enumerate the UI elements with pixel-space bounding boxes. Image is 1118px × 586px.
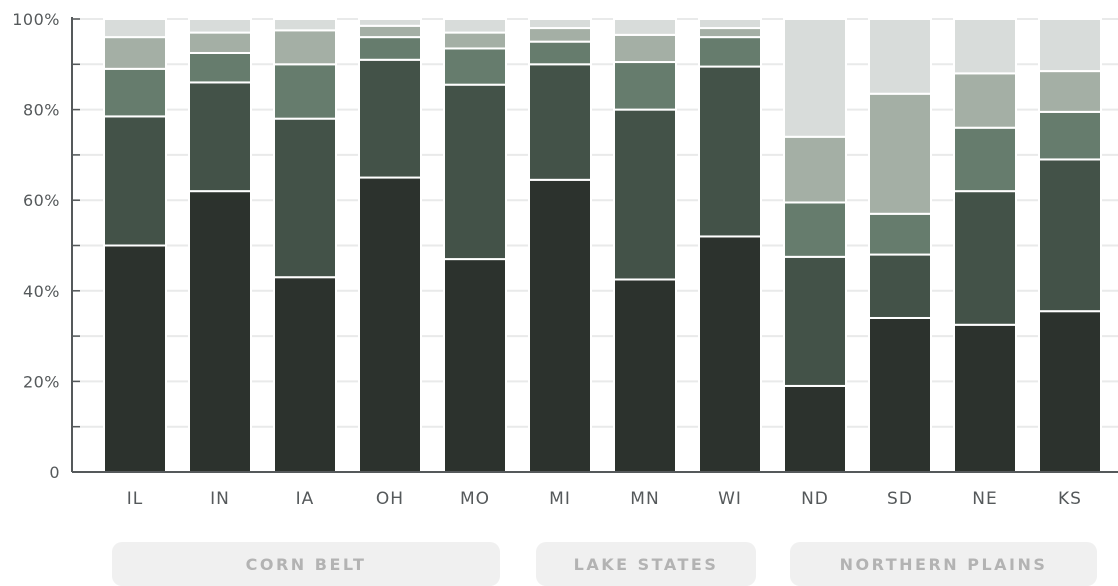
bar-segment [273, 18, 337, 32]
bar-segment [868, 316, 932, 474]
bar-segment [443, 47, 507, 86]
bar-stacks [103, 18, 1102, 474]
bar-segment [1038, 310, 1102, 473]
bar-segment [273, 63, 337, 120]
bar-segment [1038, 158, 1102, 313]
bar-segment [443, 31, 507, 50]
bar-segment [358, 24, 422, 39]
bar-segment [528, 63, 592, 181]
x-tick-label: OH [376, 489, 404, 509]
bar-segment [868, 212, 932, 256]
bar-segment [783, 135, 847, 204]
bar-segment [953, 190, 1017, 326]
x-tick-label: NE [972, 489, 997, 509]
bar-segment [868, 253, 932, 319]
x-tick-label: ND [801, 489, 829, 509]
bar-segment [273, 29, 337, 66]
bar-segment [103, 36, 167, 70]
bar-segment [358, 58, 422, 179]
bar-segment [103, 67, 167, 118]
bar-segment [953, 126, 1017, 193]
x-tick-label: IA [296, 489, 315, 509]
bar-segment [953, 18, 1017, 75]
x-tick-label: MO [460, 489, 490, 509]
bar-segment [783, 18, 847, 138]
x-tick-label: IN [210, 489, 230, 509]
region-label-lake-states: LAKE STATES [573, 554, 719, 574]
bar-segment [698, 18, 762, 30]
bar-segment [528, 40, 592, 66]
bar-segment [188, 190, 252, 473]
region-chip-northern-plains: NORTHERN PLAINS [790, 542, 1097, 586]
bar-segment [953, 72, 1017, 129]
x-tick-label: KS [1058, 489, 1082, 509]
bar-segment [188, 51, 252, 84]
bar-segment [528, 178, 592, 473]
bar-segment [103, 244, 167, 473]
bar-segment [188, 31, 252, 54]
y-tick-label: 80% [23, 101, 60, 120]
bar-segment [613, 33, 677, 64]
bar-segment [443, 258, 507, 473]
x-tick-label: MN [630, 489, 659, 509]
bar-segment [1038, 110, 1102, 161]
region-chip-corn-belt: CORN BELT [112, 542, 500, 586]
x-tick-label: WI [718, 489, 742, 509]
bar-segment [103, 115, 167, 247]
y-tick-label: 0 [49, 463, 60, 482]
bar-segment [783, 384, 847, 473]
bar-segment [613, 278, 677, 473]
bar-segment [188, 18, 252, 34]
y-tick-label: 40% [23, 282, 60, 301]
bar-segment [443, 83, 507, 261]
bar-segment [528, 27, 592, 43]
bar-segment [358, 18, 422, 27]
bar-segment [443, 18, 507, 34]
bar-segment [868, 92, 932, 215]
bar-segment [273, 117, 337, 279]
bar-segment [273, 276, 337, 473]
region-chip-lake-states: LAKE STATES [536, 542, 756, 586]
bar-segment [103, 18, 167, 39]
bar-segment [613, 61, 677, 111]
x-tick-label: SD [887, 489, 913, 509]
bar-segment [358, 176, 422, 474]
bar-segment [953, 323, 1017, 473]
bar-segment [698, 65, 762, 238]
y-tick-label: 100% [12, 10, 60, 29]
bar-segment [698, 36, 762, 68]
bar-segment [1038, 70, 1102, 113]
bar-segment [698, 27, 762, 39]
x-tick-label: MI [549, 489, 571, 509]
bar-segment [698, 235, 762, 473]
axes [71, 17, 1118, 473]
bar-segment [613, 108, 677, 281]
region-label-corn-belt: CORN BELT [245, 554, 367, 574]
bar-segment [613, 18, 677, 36]
bar-segment [358, 36, 422, 61]
bar-segment [783, 201, 847, 258]
y-tick-label: 20% [23, 372, 60, 391]
y-tick-label: 60% [23, 191, 60, 210]
bar-segment [783, 255, 847, 387]
bar-segment [1038, 18, 1102, 73]
bar-segment [188, 81, 252, 193]
bar-segment [868, 18, 932, 95]
region-label-northern-plains: NORTHERN PLAINS [839, 554, 1048, 574]
y-tick-labels: 0 20% 40% 60% 80% 100% [12, 10, 60, 482]
x-tick-label: IL [127, 489, 144, 509]
x-tick-labels: IL IN IA OH MO MI MN WI ND SD NE KS [127, 489, 1082, 509]
bar-segment [528, 18, 592, 30]
